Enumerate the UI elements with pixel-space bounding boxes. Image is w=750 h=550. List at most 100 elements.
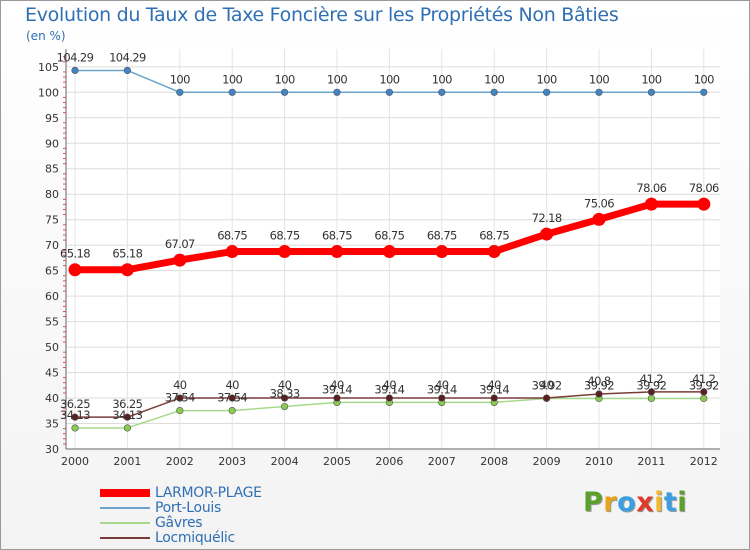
x-tick-label: 2006 bbox=[375, 455, 403, 468]
y-axis-unit: (en %) bbox=[26, 29, 66, 43]
legend-item-larmor-plage: LARMOR-PLAGE bbox=[100, 484, 262, 501]
data-label-locmiqu-lic: 40 bbox=[487, 378, 501, 392]
data-label-g-vres: 39.14 bbox=[322, 382, 352, 396]
data-label-g-vres: 37.54 bbox=[217, 391, 247, 405]
y-tick-label: 75 bbox=[45, 214, 59, 227]
data-label-locmiqu-lic: 36.25 bbox=[60, 397, 90, 411]
data-label-port-louis: 100 bbox=[170, 72, 190, 86]
data-label-port-louis: 100 bbox=[432, 72, 452, 86]
data-point-locmiqu-lic bbox=[333, 394, 341, 402]
data-point-larmor-plage bbox=[382, 245, 396, 259]
legend-item-port-louis: Port-Louis bbox=[100, 500, 262, 516]
data-label-locmiqu-lic: 40 bbox=[383, 378, 397, 392]
data-point-port-louis bbox=[281, 88, 289, 96]
data-point-larmor-plage bbox=[697, 197, 711, 211]
y-tick-label: 60 bbox=[45, 290, 59, 303]
y-tick-label: 90 bbox=[45, 137, 59, 150]
data-label-larmor-plage: 75.06 bbox=[584, 196, 614, 210]
data-point-larmor-plage bbox=[225, 245, 239, 259]
data-label-g-vres: 39.92 bbox=[532, 378, 562, 392]
data-point-larmor-plage bbox=[592, 212, 606, 226]
data-label-larmor-plage: 78.06 bbox=[636, 181, 666, 195]
data-label-port-louis: 100 bbox=[275, 72, 295, 86]
logo-letter: o bbox=[617, 487, 637, 518]
data-label-larmor-plage: 68.75 bbox=[322, 229, 352, 243]
data-point-g-vres bbox=[71, 424, 79, 432]
data-label-larmor-plage: 67.07 bbox=[165, 237, 195, 251]
data-label-locmiqu-lic: 40 bbox=[435, 378, 449, 392]
y-tick-label: 80 bbox=[45, 188, 59, 201]
data-label-locmiqu-lic: 40 bbox=[540, 378, 554, 392]
data-label-locmiqu-lic: 40 bbox=[173, 378, 187, 392]
data-point-locmiqu-lic bbox=[542, 394, 551, 402]
data-label-locmiqu-lic: 41.2 bbox=[640, 372, 663, 386]
data-point-port-louis bbox=[123, 66, 131, 75]
data-point-port-louis bbox=[700, 88, 708, 96]
data-label-g-vres: 37.54 bbox=[165, 391, 195, 405]
legend-swatch bbox=[100, 536, 150, 539]
data-point-port-louis bbox=[333, 88, 341, 96]
legend: LARMOR-PLAGE Port-Louis Gâvres Locmiquélic bbox=[100, 484, 262, 546]
data-point-port-louis bbox=[176, 88, 184, 96]
legend-item-locmiqu-lic: Locmiquélic bbox=[100, 529, 262, 546]
data-point-port-louis bbox=[595, 88, 603, 96]
legend-swatch bbox=[100, 506, 150, 509]
data-label-port-louis: 100 bbox=[537, 72, 557, 86]
chart-title: Evolution du Taux de Taxe Foncière sur l… bbox=[25, 4, 619, 26]
data-label-larmor-plage: 78.06 bbox=[689, 181, 719, 195]
x-tick-label: 2001 bbox=[113, 455, 141, 468]
data-point-locmiqu-lic bbox=[647, 388, 656, 396]
data-label-locmiqu-lic: 36.25 bbox=[112, 397, 142, 411]
data-label-g-vres: 39.92 bbox=[689, 378, 719, 392]
logo-letter: i bbox=[677, 487, 688, 518]
x-tick-label: 2000 bbox=[61, 455, 89, 468]
data-point-locmiqu-lic bbox=[490, 394, 498, 402]
y-tick-label: 85 bbox=[45, 163, 59, 176]
x-tick-label: 2009 bbox=[533, 455, 561, 468]
data-label-port-louis: 100 bbox=[327, 72, 347, 86]
data-point-locmiqu-lic bbox=[385, 394, 394, 402]
y-tick-label: 65 bbox=[45, 265, 59, 278]
data-point-g-vres bbox=[281, 402, 289, 411]
data-point-locmiqu-lic bbox=[438, 394, 446, 402]
data-point-locmiqu-lic bbox=[71, 413, 79, 421]
legend-label: Locmiquélic bbox=[155, 529, 235, 546]
y-tick-label: 55 bbox=[45, 316, 59, 329]
data-point-larmor-plage bbox=[435, 245, 449, 259]
data-point-locmiqu-lic bbox=[176, 394, 184, 402]
legend-label: Gâvres bbox=[155, 514, 203, 531]
logo-letter: i bbox=[654, 487, 664, 518]
data-point-port-louis bbox=[71, 66, 79, 75]
data-label-locmiqu-lic: 40 bbox=[278, 378, 292, 392]
y-tick-label: 40 bbox=[45, 392, 59, 405]
legend-swatch bbox=[100, 521, 150, 524]
data-point-larmor-plage bbox=[330, 245, 344, 259]
x-tick-label: 2008 bbox=[480, 455, 508, 468]
data-label-port-louis: 104.29 bbox=[109, 50, 146, 64]
data-point-locmiqu-lic bbox=[281, 394, 289, 402]
legend-item-g-vres: Gâvres bbox=[100, 514, 262, 531]
logo-letter: r bbox=[603, 487, 618, 518]
data-label-larmor-plage: 68.75 bbox=[374, 229, 404, 243]
data-point-port-louis bbox=[385, 88, 394, 96]
data-point-port-louis bbox=[647, 88, 656, 96]
x-tick-label: 2012 bbox=[690, 455, 718, 468]
data-label-port-louis: 104.29 bbox=[57, 50, 94, 64]
data-label-port-louis: 100 bbox=[222, 72, 242, 86]
data-point-port-louis bbox=[438, 88, 446, 96]
data-label-larmor-plage: 65.18 bbox=[60, 247, 90, 261]
x-tick-label: 2003 bbox=[218, 455, 246, 468]
data-label-larmor-plage: 68.75 bbox=[217, 229, 247, 243]
logo-letter: t bbox=[663, 487, 678, 518]
proxiti-logo: Proxiti bbox=[583, 487, 687, 518]
legend-label: LARMOR-PLAGE bbox=[155, 484, 262, 501]
data-label-g-vres: 39.92 bbox=[636, 378, 666, 392]
data-label-g-vres: 39.14 bbox=[479, 382, 509, 396]
data-label-g-vres: 38.33 bbox=[270, 387, 300, 401]
x-tick-label: 2002 bbox=[166, 455, 194, 468]
x-tick-label: 2011 bbox=[637, 455, 665, 468]
logo-letter: x bbox=[636, 487, 655, 518]
data-label-larmor-plage: 68.75 bbox=[427, 229, 457, 243]
y-tick-label: 100 bbox=[38, 86, 59, 99]
